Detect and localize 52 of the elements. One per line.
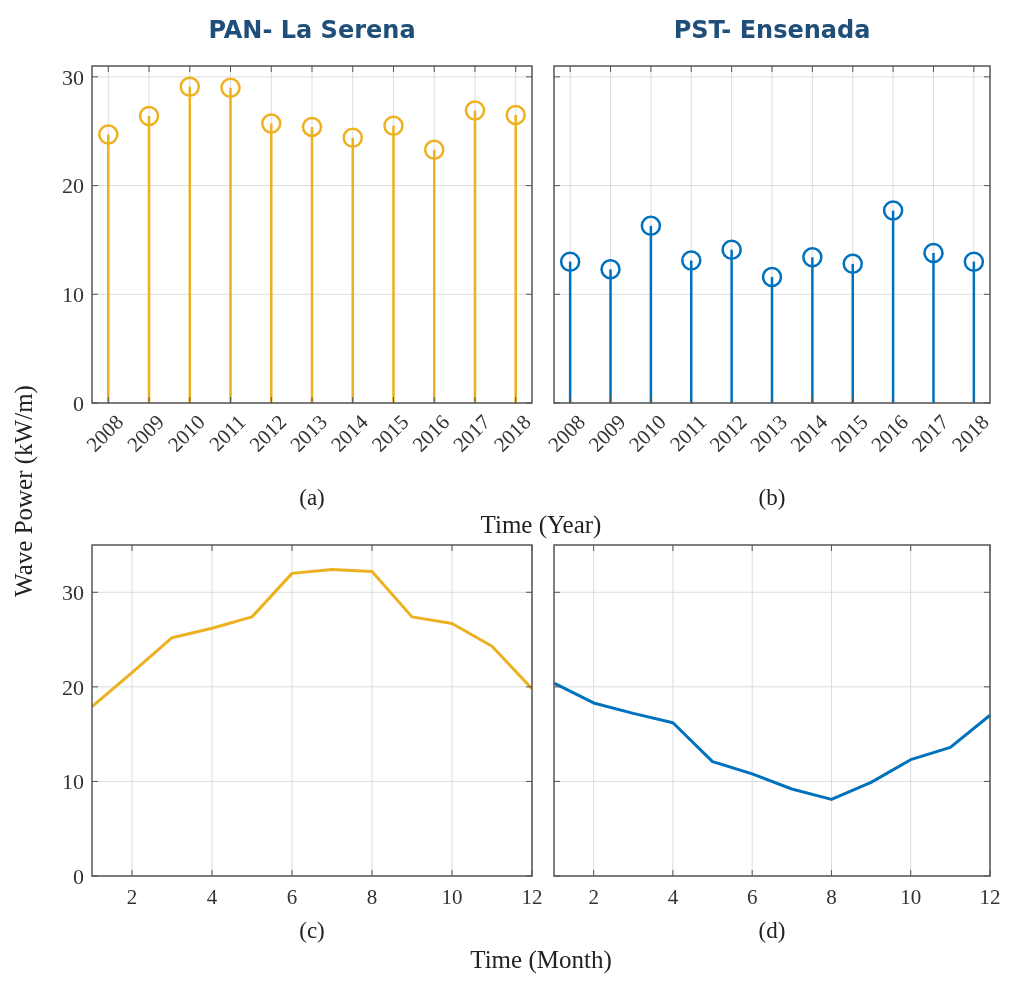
text: (d) [758, 918, 786, 943]
y-tick-label: 10 [62, 281, 84, 307]
point [383, 115, 404, 137]
point [464, 100, 486, 121]
x-tick-label: 8 [366, 885, 378, 909]
y-tick-label: 20 [62, 674, 84, 700]
y-tick-label: 30 [62, 64, 84, 90]
line-series [90, 568, 534, 709]
x-tick-label: 2 [588, 885, 599, 909]
point [505, 104, 526, 126]
x-tick-label: 12 [979, 885, 1001, 909]
point [301, 116, 323, 138]
point [640, 215, 662, 237]
y-tick-label: 10 [62, 769, 84, 795]
x-tick-label: 10 [441, 885, 463, 909]
y-tick-label: 0 [73, 863, 84, 889]
point [98, 124, 119, 145]
point [559, 251, 581, 272]
point [761, 266, 783, 288]
y-tick-label: 0 [73, 390, 84, 416]
point [179, 76, 201, 97]
point [963, 251, 985, 272]
point [721, 239, 742, 260]
x-tick-label: 12 [521, 885, 543, 909]
point [882, 200, 904, 221]
text: (c) [299, 918, 325, 943]
x-tick-label: 4 [667, 885, 679, 909]
point [342, 127, 363, 148]
point [681, 250, 702, 271]
y-tick-label: 20 [62, 173, 84, 199]
point [261, 113, 282, 134]
y-tick-label: 30 [62, 579, 84, 605]
x-tick-label: 6 [746, 885, 758, 909]
x-tick-label: 4 [206, 885, 218, 909]
chart-title: PST- Ensenada [673, 16, 871, 44]
text: (a) [299, 485, 325, 510]
point [138, 105, 160, 127]
text: (b) [758, 485, 786, 510]
x-tick-label: 6 [286, 885, 298, 909]
point [923, 242, 944, 264]
point [842, 253, 863, 275]
point [220, 77, 241, 98]
point [423, 139, 445, 160]
x-axis-title: Time (Month) [470, 946, 612, 974]
x-axis-title: Time (Year) [480, 511, 602, 539]
x-tick-label: 8 [826, 885, 837, 909]
point [600, 259, 621, 280]
point [802, 247, 823, 268]
x-tick-label: 10 [900, 885, 922, 909]
y-axis-title: Wave Power (kW/m) [10, 385, 38, 597]
chart-title: PAN- La Serena [208, 16, 416, 44]
x-tick-label: 2 [126, 885, 138, 909]
